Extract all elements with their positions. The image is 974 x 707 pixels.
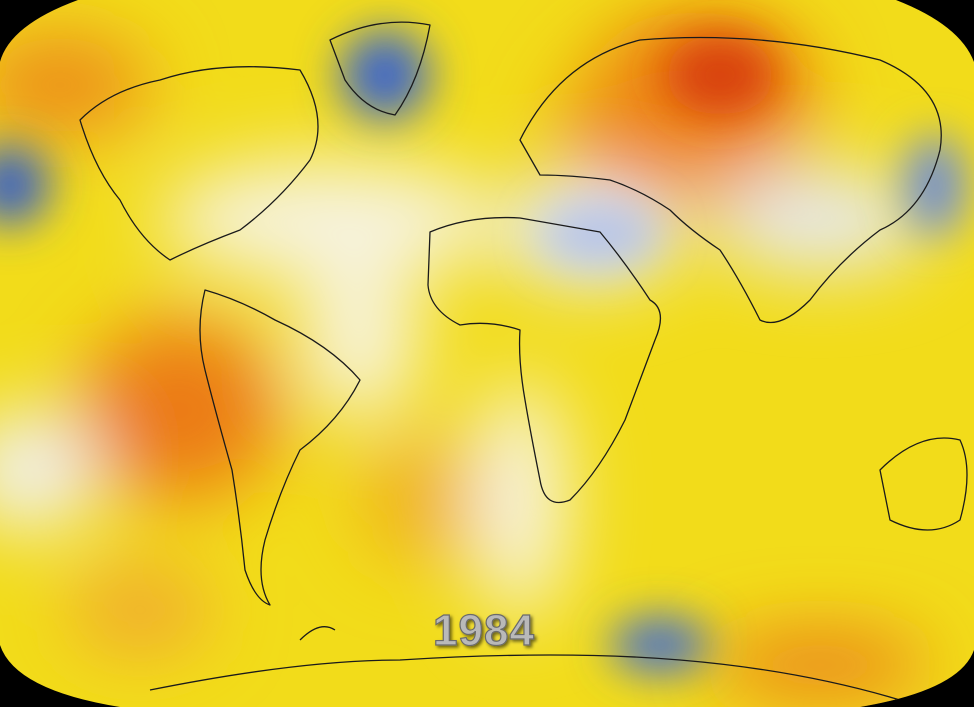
anomaly-field: [0, 20, 930, 695]
coastlines: [79, 21, 968, 701]
cool-anomalies: [0, 30, 965, 673]
year-label: 1984: [433, 606, 535, 655]
